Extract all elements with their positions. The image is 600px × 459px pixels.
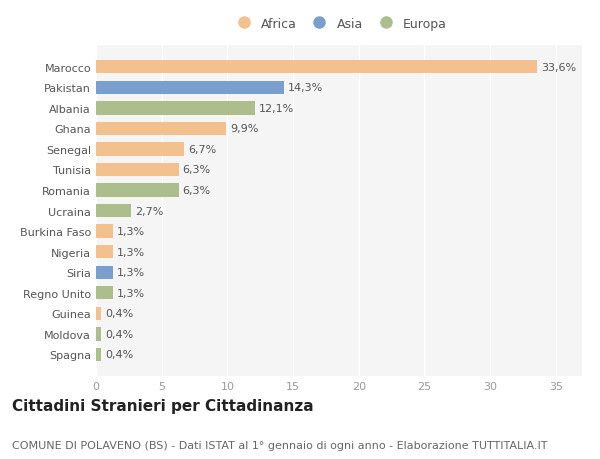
- Bar: [96, 246, 113, 259]
- Bar: [96, 81, 284, 95]
- Bar: [96, 102, 255, 115]
- Bar: [96, 61, 538, 74]
- Text: 6,3%: 6,3%: [182, 165, 211, 175]
- Text: COMUNE DI POLAVENO (BS) - Dati ISTAT al 1° gennaio di ogni anno - Elaborazione T: COMUNE DI POLAVENO (BS) - Dati ISTAT al …: [12, 440, 548, 450]
- Bar: [96, 123, 226, 136]
- Text: 6,3%: 6,3%: [182, 185, 211, 196]
- Text: 6,7%: 6,7%: [188, 145, 216, 155]
- Text: 1,3%: 1,3%: [117, 268, 145, 278]
- Bar: [96, 143, 184, 156]
- Text: 1,3%: 1,3%: [117, 227, 145, 237]
- Text: 1,3%: 1,3%: [117, 288, 145, 298]
- Text: 14,3%: 14,3%: [288, 83, 323, 93]
- Bar: [96, 225, 113, 238]
- Bar: [96, 307, 101, 320]
- Text: 0,4%: 0,4%: [105, 329, 133, 339]
- Bar: [96, 184, 179, 197]
- Bar: [96, 163, 179, 177]
- Text: 0,4%: 0,4%: [105, 309, 133, 319]
- Legend: Africa, Asia, Europa: Africa, Asia, Europa: [226, 12, 452, 35]
- Text: 33,6%: 33,6%: [541, 62, 577, 73]
- Text: 0,4%: 0,4%: [105, 350, 133, 360]
- Text: 12,1%: 12,1%: [259, 104, 294, 113]
- Text: 2,7%: 2,7%: [136, 206, 164, 216]
- Text: 1,3%: 1,3%: [117, 247, 145, 257]
- Bar: [96, 328, 101, 341]
- Text: Cittadini Stranieri per Cittadinanza: Cittadini Stranieri per Cittadinanza: [12, 398, 314, 413]
- Bar: [96, 286, 113, 300]
- Bar: [96, 348, 101, 361]
- Bar: [96, 266, 113, 280]
- Bar: [96, 204, 131, 218]
- Text: 9,9%: 9,9%: [230, 124, 259, 134]
